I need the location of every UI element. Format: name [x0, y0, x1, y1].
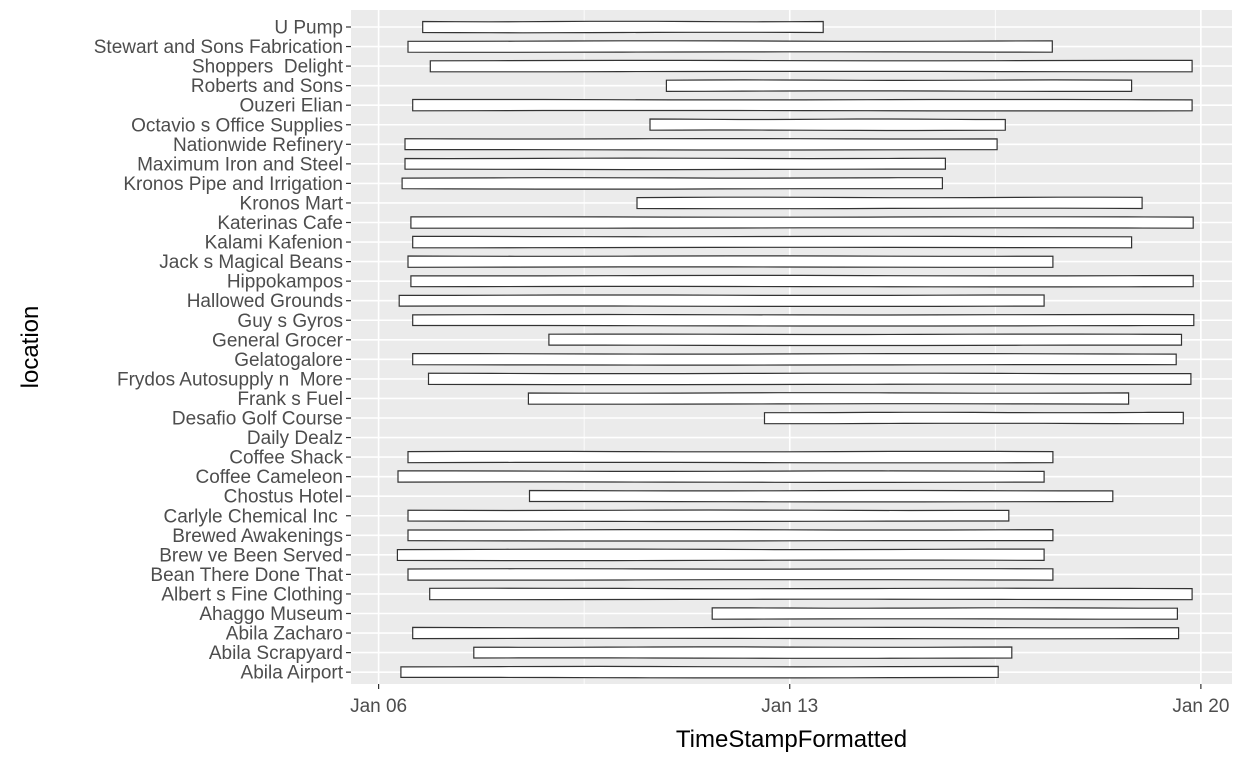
y-tick-label: Abila Scrapyard [209, 643, 343, 664]
x-tick-label: Jan 20 [1172, 696, 1229, 717]
violin-jack-s-magical-beans [407, 255, 1054, 268]
y-tick-label: Jack s Magical Beans [159, 252, 343, 273]
y-tick-label: Hallowed Grounds [187, 291, 343, 312]
y-tick-label: Brew ve Been Served [159, 545, 343, 566]
y-tick-label: Stewart and Sons Fabrication [94, 37, 343, 58]
x-axis-title: TimeStampFormatted [676, 726, 907, 753]
violin-brew-ve-been-served [396, 548, 1045, 562]
violin-nationwide-refinery [404, 138, 998, 151]
y-tick-label: Abila Airport [241, 663, 344, 684]
violin-u-pump [422, 20, 824, 34]
y-tick-label: Katerinas Cafe [217, 213, 343, 234]
y-tick-label: Chostus Hotel [224, 487, 343, 508]
y-tick-label: Ahaggo Museum [199, 604, 343, 625]
violin-chostus-hotel [528, 489, 1114, 503]
violin-kronos-mart [636, 196, 1143, 210]
violin-abila-airport [400, 665, 999, 679]
y-tick-label: Hippokampos [227, 272, 343, 293]
violins [396, 20, 1195, 679]
y-tick-label: General Grocer [212, 330, 344, 351]
violin-guy-s-gyros [412, 313, 1195, 327]
violin-ouzeri-elian [412, 98, 1193, 112]
y-axis-title: location [17, 306, 44, 389]
y-tick-label: Gelatogalore [234, 350, 343, 371]
violin-abila-zacharo [412, 626, 1180, 640]
violin-ahaggo-museum [711, 607, 1178, 620]
y-tick-label: Guy s Gyros [237, 311, 343, 332]
violin-kronos-pipe-and-irrigation [401, 177, 943, 190]
y-tick-label: Brewed Awakenings [172, 526, 343, 547]
y-tick-label: Frydos Autosupply n More [117, 369, 343, 390]
x-tick-label: Jan 06 [350, 696, 407, 717]
violin-brewed-awakenings [407, 528, 1054, 542]
violin-coffee-cameleon [397, 470, 1045, 483]
violin-katerinas-cafe [410, 216, 1194, 229]
y-tick-label: Daily Dealz [247, 428, 343, 449]
violin-frydos-autosupply-n-more [427, 372, 1192, 386]
y-tick-label: Shoppers Delight [192, 57, 344, 78]
y-tick-label: Frank s Fuel [237, 389, 343, 410]
y-tick-label: Coffee Cameleon [195, 467, 343, 488]
violin-hallowed-grounds [398, 294, 1045, 307]
y-tick-label: Kronos Pipe and Irrigation [123, 174, 343, 195]
y-tick-label: Kronos Mart [240, 193, 344, 214]
x-tick-label: Jan 13 [761, 696, 818, 717]
y-tick-label: Octavio s Office Supplies [131, 115, 343, 136]
violin-roberts-and-sons [665, 79, 1133, 93]
x-axis: Jan 06 Jan 13 Jan 20 [350, 684, 1229, 717]
y-tick-label: Carlyle Chemical Inc [164, 506, 344, 527]
violin-kalami-kafenion [412, 235, 1133, 249]
violin-octavio-s-office-supplies [649, 118, 1006, 132]
violin-carlyle-chemical-inc [407, 509, 1010, 523]
y-tick-label: Nationwide Refinery [173, 135, 344, 156]
y-tick-label: Maximum Iron and Steel [137, 154, 343, 175]
violin-abila-scrapyard [473, 646, 1013, 659]
violin-frank-s-fuel [527, 392, 1130, 405]
y-tick-label: Albert s Fine Clothing [161, 584, 343, 605]
y-tick-label: Roberts and Sons [191, 76, 343, 97]
y-tick-label: Abila Zacharo [226, 624, 343, 645]
violin-shoppers-delight [429, 59, 1193, 73]
violin-maximum-iron-and-steel [404, 157, 946, 171]
violin-general-grocer [548, 333, 1183, 347]
y-tick-label: Bean There Done That [150, 565, 343, 586]
y-tick-label: Kalami Kafenion [205, 233, 343, 254]
violin-desafio-golf-course [763, 411, 1184, 425]
y-tick-label: Ouzeri Elian [240, 96, 344, 117]
violin-coffee-shack [407, 450, 1054, 464]
violin-stewart-and-sons-fabrication [407, 40, 1053, 53]
violin-albert-s-fine-clothing [429, 587, 1193, 601]
violin-gelatogalore [412, 353, 1177, 366]
y-tick-label: Coffee Shack [229, 448, 343, 469]
y-tick-label: Desafio Golf Course [172, 409, 343, 430]
y-tick-label: U Pump [274, 18, 343, 39]
violin-hippokampos [410, 274, 1194, 288]
violin-bean-there-done-that [407, 568, 1054, 581]
